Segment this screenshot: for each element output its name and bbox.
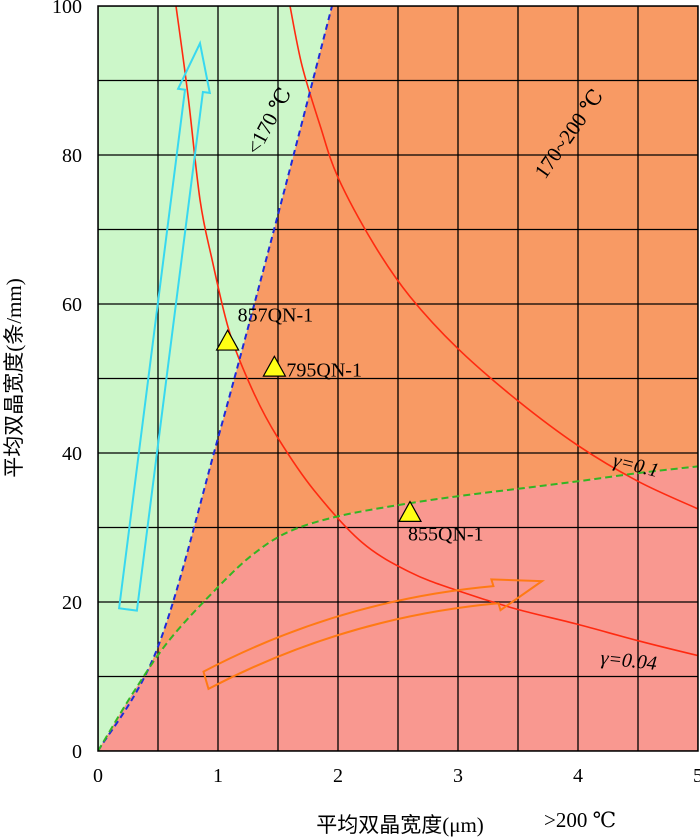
grid-lines — [98, 6, 698, 751]
y-tick-label: 60 — [62, 294, 82, 316]
x-tick-label: 5 — [693, 765, 700, 787]
zone-label-2: >200 ℃ — [544, 808, 616, 832]
point-labels: 857QN-1 795QN-1 855QN-1 — [238, 304, 484, 545]
x-tick-label: 3 — [453, 765, 463, 787]
gamma-curves — [175, 6, 698, 657]
plot-area — [98, 6, 698, 751]
y-tick-label: 40 — [62, 443, 82, 465]
sample-point-1 — [262, 355, 287, 377]
point-label-1: 795QN-1 — [286, 359, 362, 381]
orange-arrow — [202, 578, 546, 691]
x-tick-label: 0 — [93, 765, 103, 787]
x-tick-label: 2 — [333, 765, 343, 787]
y-tick-label: 20 — [62, 592, 82, 614]
boundary-200-line — [98, 465, 698, 751]
y-tick-label: 0 — [72, 741, 82, 763]
x-axis-label: 平均双晶宽度(μm) — [316, 813, 484, 837]
x-tick-label: 4 — [573, 765, 583, 787]
sample-point-0 — [215, 329, 240, 351]
sample-point-2 — [397, 500, 423, 523]
series-line-1 — [289, 6, 698, 510]
point-label-2: 855QN-1 — [408, 524, 484, 546]
point-label-0: 857QN-1 — [238, 304, 314, 326]
x-tick-labels: 0 1 2 3 4 5 — [93, 765, 700, 787]
y-axis-label: 平均双晶宽度(条/mm) — [2, 278, 26, 478]
trend-arrows — [117, 40, 546, 691]
x-tick-label: 1 — [213, 765, 223, 787]
y-tick-label: 100 — [52, 0, 82, 18]
cyan-arrow — [117, 40, 212, 612]
plot-frame — [97, 5, 699, 752]
series-line-0 — [175, 6, 698, 657]
y-tick-labels: 0 20 40 60 80 100 — [52, 0, 82, 763]
y-tick-label: 80 — [62, 145, 82, 167]
sample-points — [215, 329, 423, 523]
